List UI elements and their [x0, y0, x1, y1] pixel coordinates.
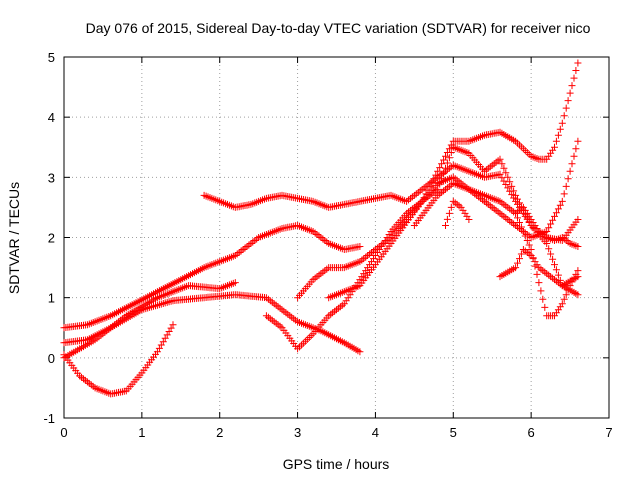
y-axis-label: SDTVAR / TECUs [6, 182, 22, 294]
data-point-markers [442, 197, 473, 229]
series-track-12 [512, 203, 582, 250]
series-track-10 [442, 197, 473, 229]
y-tick-label: 0 [48, 351, 55, 366]
series-group [60, 59, 582, 398]
data-point-markers [60, 222, 364, 332]
data-point-markers [325, 59, 582, 302]
data-point-markers [60, 321, 177, 398]
series-track-11 [496, 246, 582, 290]
x-tick-label: 6 [528, 425, 535, 440]
x-tick-label: 0 [60, 425, 67, 440]
x-tick-label: 2 [216, 425, 223, 440]
series-track-5 [60, 279, 239, 362]
y-tick-label: 5 [48, 50, 55, 65]
y-tick-label: -1 [43, 411, 55, 426]
y-tick-label: 1 [48, 291, 55, 306]
data-point-markers [60, 279, 239, 362]
x-tick-label: 7 [605, 425, 612, 440]
series-track-1 [60, 321, 177, 398]
series-track-6 [262, 143, 582, 353]
x-tick-label: 4 [372, 425, 379, 440]
data-point-markers [496, 246, 582, 290]
axis-ticks: 0 1 2 3 4 5 6 7 -1 0 1 2 3 4 5 [43, 50, 612, 440]
data-point-markers [512, 203, 582, 250]
series-track-4 [60, 291, 364, 356]
series-track-3 [60, 222, 364, 332]
data-point-markers [262, 143, 582, 353]
x-tick-label: 1 [138, 425, 145, 440]
y-tick-label: 3 [48, 170, 55, 185]
data-point-markers [60, 291, 364, 356]
series-track-8 [325, 59, 582, 302]
x-axis-label: GPS time / hours [283, 456, 390, 472]
y-tick-label: 4 [48, 110, 55, 125]
x-tick-label: 5 [450, 425, 457, 440]
x-tick-label: 3 [294, 425, 301, 440]
chart-title: Day 076 of 2015, Sidereal Day-to-day VTE… [86, 20, 591, 36]
y-tick-label: 2 [48, 231, 55, 246]
